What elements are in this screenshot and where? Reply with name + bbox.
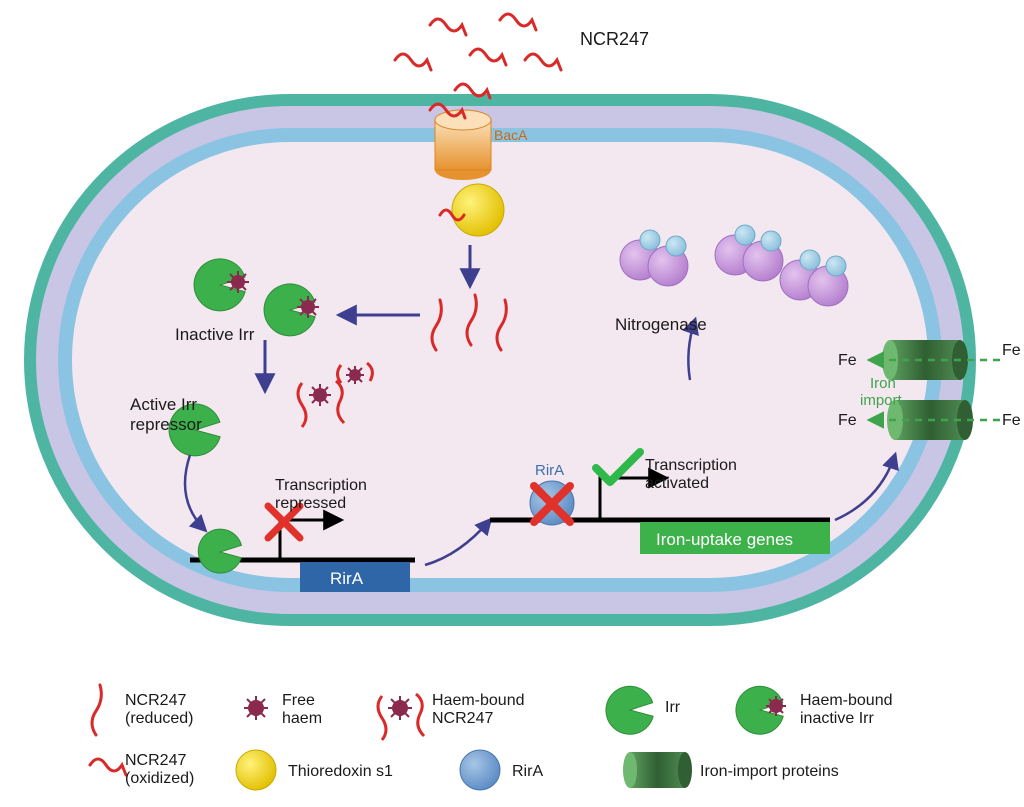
legend-item-1-l1: Free (282, 692, 315, 709)
ncr-oxidized-top (395, 14, 561, 98)
legend-item-2-l2: NCR247 (432, 710, 493, 727)
legend-item-4-l1: Haem-bound (800, 692, 893, 709)
legend-item-7-l1: RirA (512, 763, 543, 780)
nitrogenase-label: Nitrogenase (615, 315, 707, 334)
rira-box-label: RirA (330, 569, 364, 588)
legend-item-2-l1: Haem-bound (432, 692, 525, 709)
txn-repr2: repressed (275, 495, 346, 512)
rira-round-label: RirA (535, 462, 564, 479)
active-irr-label1: Active Irr (130, 395, 197, 414)
inactive-irr-label: Inactive Irr (175, 325, 255, 344)
thioredoxin-icon (452, 184, 504, 236)
baca-label: BacA (494, 127, 528, 143)
legend-item-0-l2: (reduced) (125, 710, 193, 727)
txn-act2: activated (645, 475, 709, 492)
legend: NCR247 (reduced) Free haem Haem-bound NC… (90, 681, 893, 790)
iron-import-2: import (860, 392, 903, 409)
legend-item-8-l1: Iron-import proteins (700, 763, 839, 780)
ncr-top-label: NCR247 (580, 29, 649, 49)
haem-star-icon (227, 271, 249, 293)
diagram-canvas: NCR247 BacA (0, 0, 1024, 807)
legend-item-1-l2: haem (282, 710, 322, 727)
legend-item-6-l1: Thioredoxin s1 (288, 763, 393, 780)
iron-genes-label: Iron-uptake genes (656, 530, 793, 549)
txn-act1: Transcription (645, 457, 737, 474)
txn-repr1: Transcription (275, 477, 367, 494)
legend-item-5-l1: NCR247 (125, 752, 186, 769)
fe-out2: Fe (1002, 412, 1021, 429)
legend-item-5-l2: (oxidized) (125, 770, 194, 787)
fe-in1: Fe (838, 352, 857, 369)
fe-in2: Fe (838, 412, 857, 429)
legend-item-3-l1: Irr (665, 699, 681, 716)
iron-import-1: Iron (870, 375, 896, 392)
legend-item-4-l2: inactive Irr (800, 710, 874, 727)
legend-item-0-l1: NCR247 (125, 692, 186, 709)
fe-out1: Fe (1002, 342, 1021, 359)
active-irr-label2: repressor (130, 415, 202, 434)
